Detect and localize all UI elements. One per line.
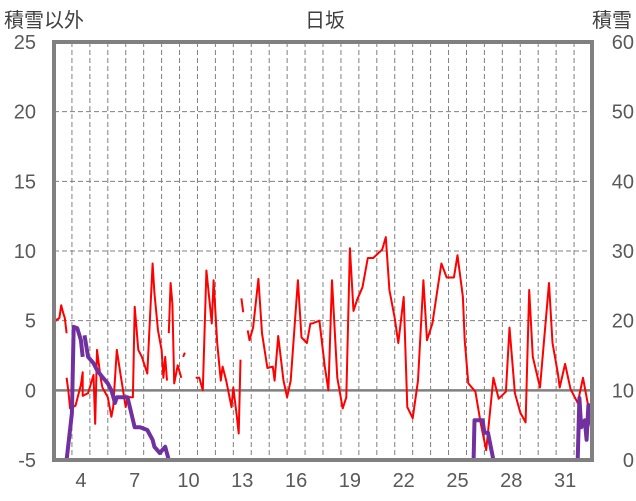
- left-y-tick-label: 0: [25, 380, 36, 402]
- chart-title: 日坂: [305, 8, 345, 32]
- plot-border: [52, 40, 594, 462]
- left-y-tick-label: 25: [14, 32, 36, 54]
- plot-frame: [52, 40, 594, 462]
- tick-labels: -5 0 5 10 15 20 25 0 10 20 30 40 50 60 4 7 10 13 16 19 22 25 2…: [14, 32, 634, 492]
- x-tick-label: 13: [231, 470, 253, 492]
- snow-depth-line: [193, 396, 594, 462]
- left-y-tick-label: 5: [25, 311, 36, 333]
- temperature-line: [195, 269, 242, 435]
- temperature-line: [240, 298, 245, 313]
- right-y-tick-label: 60: [612, 32, 634, 54]
- temperature-line: [182, 352, 186, 358]
- right-y-tick-label: 50: [612, 102, 634, 124]
- snow-depth-line: [82, 334, 187, 462]
- left-y-tick-label: -5: [18, 450, 36, 472]
- x-tick-label: 10: [177, 470, 199, 492]
- right-y-tick-label: 10: [612, 380, 634, 402]
- x-tick-label: 28: [500, 470, 522, 492]
- right-axis-title: 積雪: [592, 8, 632, 32]
- x-tick-label: 4: [75, 470, 86, 492]
- left-y-tick-label: 15: [14, 171, 36, 193]
- right-y-tick-label: 0: [623, 450, 634, 472]
- right-y-tick-label: 30: [612, 241, 634, 263]
- x-tick-label: 7: [129, 470, 140, 492]
- temperature-line: [167, 282, 183, 385]
- left-y-tick-label: 10: [14, 241, 36, 263]
- right-y-tick-label: 20: [612, 311, 634, 333]
- right-y-tick-label: 40: [612, 171, 634, 193]
- x-tick-label: 31: [554, 470, 576, 492]
- left-axis-title: 積雪以外: [4, 8, 84, 32]
- x-tick-label: 16: [285, 470, 307, 492]
- x-tick-label: 25: [446, 470, 468, 492]
- x-tick-label: 19: [339, 470, 361, 492]
- left-y-tick-label: 20: [14, 102, 36, 124]
- x-tick-label: 22: [393, 470, 415, 492]
- temperature-line: [65, 262, 168, 425]
- temperature-line: [246, 236, 593, 452]
- grid: [54, 42, 592, 460]
